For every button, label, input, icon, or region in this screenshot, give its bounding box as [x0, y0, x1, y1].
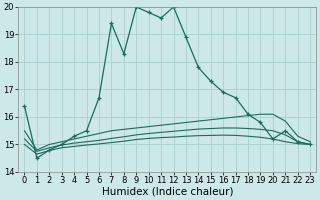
X-axis label: Humidex (Indice chaleur): Humidex (Indice chaleur) — [101, 187, 233, 197]
